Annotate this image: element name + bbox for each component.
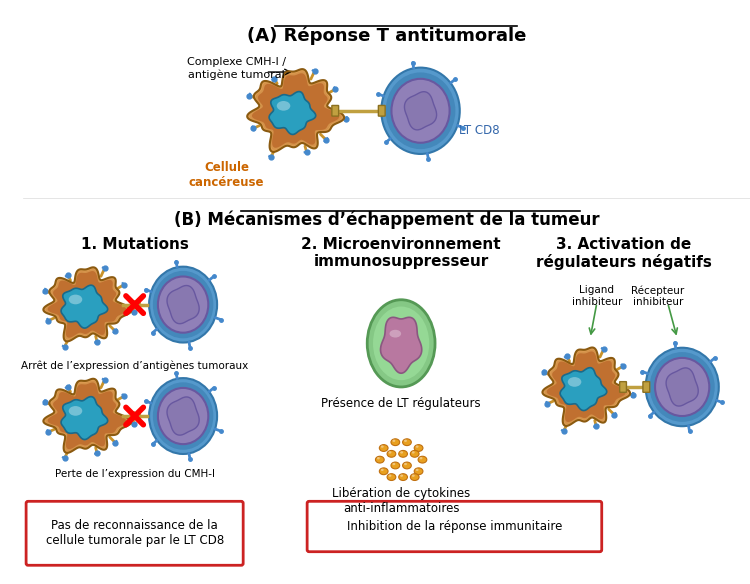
Polygon shape <box>248 69 344 152</box>
Ellipse shape <box>388 474 392 477</box>
Ellipse shape <box>386 72 455 149</box>
Text: Perte de l’expression du CMH-I: Perte de l’expression du CMH-I <box>55 470 214 479</box>
Ellipse shape <box>419 457 422 460</box>
Ellipse shape <box>414 444 423 451</box>
Ellipse shape <box>399 474 407 481</box>
Polygon shape <box>542 347 630 426</box>
Polygon shape <box>61 397 108 440</box>
Polygon shape <box>547 352 626 422</box>
Text: LT CD8: LT CD8 <box>459 124 500 137</box>
Polygon shape <box>61 285 108 328</box>
Ellipse shape <box>388 451 392 454</box>
Ellipse shape <box>158 276 209 333</box>
Ellipse shape <box>410 450 419 457</box>
Text: 1. Mutations: 1. Mutations <box>81 237 188 252</box>
Ellipse shape <box>392 440 395 442</box>
Text: Complexe CMH-I /
antigène tumoral: Complexe CMH-I / antigène tumoral <box>187 57 286 79</box>
Text: 2. Microenvironnement
immunosuppresseur: 2. Microenvironnement immunosuppresseur <box>302 237 501 269</box>
Polygon shape <box>250 71 342 150</box>
Ellipse shape <box>646 347 718 426</box>
Ellipse shape <box>158 388 209 444</box>
Polygon shape <box>44 267 131 342</box>
Polygon shape <box>560 368 607 411</box>
Text: Inhibition de la réponse immunitaire: Inhibition de la réponse immunitaire <box>346 520 562 533</box>
Ellipse shape <box>412 451 415 454</box>
Polygon shape <box>404 92 436 130</box>
Ellipse shape <box>655 358 710 416</box>
Ellipse shape <box>149 378 217 454</box>
Ellipse shape <box>153 271 213 338</box>
Ellipse shape <box>376 456 384 463</box>
FancyBboxPatch shape <box>643 381 650 392</box>
Ellipse shape <box>391 439 400 446</box>
Ellipse shape <box>414 468 423 475</box>
Ellipse shape <box>403 439 411 446</box>
Polygon shape <box>48 383 127 449</box>
Ellipse shape <box>400 474 403 477</box>
Polygon shape <box>252 73 339 148</box>
Text: (B) Mécanismes d’échappement de la tumeur: (B) Mécanismes d’échappement de la tumeu… <box>174 211 599 229</box>
Polygon shape <box>48 271 127 338</box>
Ellipse shape <box>404 440 407 442</box>
Polygon shape <box>666 368 698 406</box>
Polygon shape <box>544 349 628 424</box>
Ellipse shape <box>392 79 449 142</box>
Polygon shape <box>46 269 129 339</box>
Ellipse shape <box>381 468 384 471</box>
Ellipse shape <box>416 446 419 448</box>
Ellipse shape <box>380 444 388 451</box>
Ellipse shape <box>389 330 401 338</box>
Polygon shape <box>44 379 131 453</box>
Ellipse shape <box>153 383 213 450</box>
Text: Récepteur
inhibiteur: Récepteur inhibiteur <box>632 285 685 307</box>
Text: Libération de cytokines
anti-inflammatoires: Libération de cytokines anti-inflammatoi… <box>332 487 470 515</box>
Text: Arrêt de l’expression d’antigènes tumoraux: Arrêt de l’expression d’antigènes tumora… <box>21 361 248 371</box>
Ellipse shape <box>381 68 460 154</box>
FancyBboxPatch shape <box>378 106 386 116</box>
Polygon shape <box>46 381 129 451</box>
Ellipse shape <box>403 462 411 469</box>
Text: Présence de LT régulateurs: Présence de LT régulateurs <box>321 397 481 409</box>
FancyBboxPatch shape <box>308 501 602 552</box>
Polygon shape <box>167 286 200 324</box>
Ellipse shape <box>373 307 429 380</box>
Ellipse shape <box>400 451 403 454</box>
Text: Ligand
inhibiteur: Ligand inhibiteur <box>572 285 622 307</box>
Ellipse shape <box>149 267 217 343</box>
Ellipse shape <box>418 456 427 463</box>
Ellipse shape <box>392 463 395 465</box>
Ellipse shape <box>399 450 407 457</box>
Ellipse shape <box>377 457 380 460</box>
Text: 3. Activation de
régulateurs négatifs: 3. Activation de régulateurs négatifs <box>536 237 712 270</box>
Ellipse shape <box>410 474 419 481</box>
Ellipse shape <box>412 474 415 477</box>
Polygon shape <box>380 317 422 373</box>
Ellipse shape <box>387 450 396 457</box>
Ellipse shape <box>381 446 384 448</box>
Ellipse shape <box>404 463 407 465</box>
Polygon shape <box>167 397 200 435</box>
FancyBboxPatch shape <box>332 106 339 116</box>
Ellipse shape <box>387 474 396 481</box>
Polygon shape <box>269 92 316 134</box>
FancyBboxPatch shape <box>26 501 243 565</box>
Ellipse shape <box>650 352 715 422</box>
Text: Pas de reconnaissance de la
cellule tumorale par le LT CD8: Pas de reconnaissance de la cellule tumo… <box>46 519 224 547</box>
Ellipse shape <box>416 468 419 471</box>
Ellipse shape <box>69 294 82 304</box>
Text: (A) Réponse T antitumorale: (A) Réponse T antitumorale <box>247 26 526 45</box>
Text: Cellule
cancéreuse: Cellule cancéreuse <box>189 161 265 189</box>
Ellipse shape <box>568 377 581 387</box>
Ellipse shape <box>391 462 400 469</box>
Ellipse shape <box>277 101 290 111</box>
Ellipse shape <box>380 468 388 475</box>
Ellipse shape <box>368 300 435 387</box>
FancyBboxPatch shape <box>620 381 626 392</box>
Ellipse shape <box>69 406 82 416</box>
